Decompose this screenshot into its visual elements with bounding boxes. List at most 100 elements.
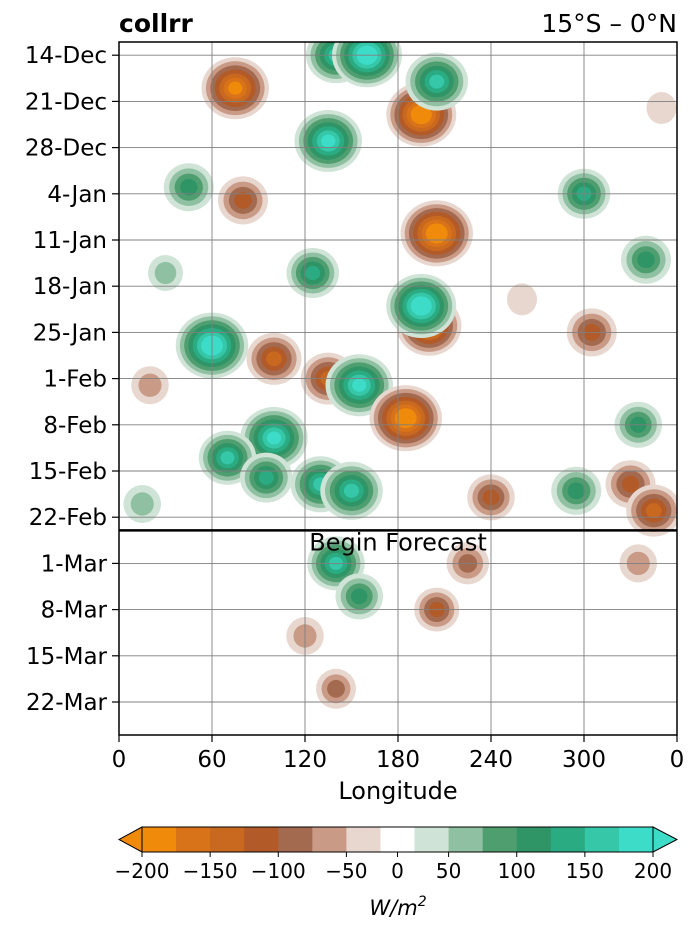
- colorbar-extend-high: [652, 826, 679, 853]
- anomaly-cell: [400, 200, 473, 267]
- colorbar-extend-low: [117, 826, 143, 853]
- x-axis-label: Longitude: [338, 777, 457, 805]
- y-tick-label: 8-Feb: [43, 413, 107, 439]
- contour-level: [645, 503, 662, 519]
- colorbar-segment: [414, 827, 450, 852]
- contour-level: [567, 482, 585, 500]
- colorbar-tick-label: 200: [634, 859, 672, 883]
- contour-level: [220, 451, 235, 465]
- colorbar-segment: [618, 827, 654, 852]
- contour-level: [414, 300, 428, 312]
- contour-level: [621, 475, 640, 493]
- colorbar-segment: [380, 827, 416, 852]
- anomaly-cell: [286, 248, 339, 298]
- forecast-annotation: Begin Forecast: [309, 528, 487, 556]
- y-tick-label: 28-Dec: [25, 136, 107, 162]
- contour-level: [350, 588, 368, 605]
- anomaly-cell: [123, 485, 161, 523]
- anomaly-cell: [369, 385, 442, 452]
- y-tick-label: 1-Mar: [41, 551, 108, 577]
- contour-level: [234, 192, 252, 209]
- y-tick-label: 15-Mar: [26, 644, 108, 670]
- contour-level: [637, 251, 655, 269]
- contour-level: [138, 373, 162, 397]
- y-tick-label: 15-Feb: [29, 459, 107, 485]
- anomaly-cell: [131, 366, 169, 405]
- contour-level: [352, 378, 367, 392]
- contour-level: [266, 431, 282, 445]
- colorbar-tick-label: −200: [115, 859, 170, 883]
- anomaly-cell: [621, 235, 671, 284]
- colorbar-segment: [312, 827, 347, 852]
- y-tick-label: 11-Jan: [33, 228, 107, 254]
- anomaly-cell: [316, 668, 356, 709]
- chart-subtitle: 15°S – 0°N: [541, 9, 677, 38]
- anomaly-cell: [646, 92, 677, 124]
- anomaly-cell: [246, 332, 302, 385]
- unit-exponent: 2: [418, 894, 427, 910]
- contour-level: [321, 134, 336, 148]
- contour-level: [343, 483, 360, 498]
- anomaly-cell: [551, 466, 602, 515]
- anomaly-cell: [507, 283, 537, 316]
- anomaly-cell: [148, 255, 183, 291]
- y-tick-label: 4-Jan: [47, 182, 107, 208]
- contour-level: [180, 178, 198, 196]
- chart-title: collrr: [119, 9, 193, 38]
- colorbar-tick-label: 0: [391, 859, 404, 883]
- contour-level: [266, 351, 282, 367]
- colorbar-tick-label: −150: [183, 859, 238, 883]
- anomaly-cell: [386, 274, 457, 338]
- anomaly-cell: [240, 452, 293, 503]
- anomaly-cell: [218, 176, 268, 225]
- anomaly-cell: [320, 461, 383, 520]
- colorbar-segment: [244, 827, 279, 852]
- colorbar-segment: [176, 827, 211, 852]
- colorbar-tick-label: 100: [498, 859, 536, 883]
- x-tick-label: 120: [283, 747, 327, 773]
- colorbar-unit-label: W/m2: [369, 894, 426, 920]
- x-tick-label: 180: [376, 747, 420, 773]
- anomaly-cell: [335, 573, 383, 620]
- anomaly-contours: [123, 42, 677, 709]
- x-tick-label: 240: [469, 747, 513, 773]
- contour-level: [228, 81, 243, 95]
- contour-level: [430, 227, 444, 240]
- y-axis-ticks: 14-Dec 21-Dec 28-Dec 4-Jan 11-Jan 18-Jan 25-Ja…: [25, 43, 119, 716]
- contour-level: [399, 412, 413, 425]
- x-tick-label: 0: [670, 747, 685, 773]
- contour-level: [258, 470, 274, 485]
- anomaly-cell: [405, 52, 468, 111]
- contour-level: [429, 74, 445, 89]
- y-tick-label: 18-Jan: [33, 274, 107, 300]
- colorbar-tick-label: −100: [251, 859, 306, 883]
- colorbar-segment: [448, 827, 484, 852]
- x-axis-ticks: 0 60 120 180 240 300 0: [112, 735, 685, 773]
- contour-level: [327, 679, 345, 698]
- y-tick-label: 22-Feb: [29, 505, 107, 531]
- colorbar-segment: [210, 827, 245, 852]
- colorbar-segment: [346, 827, 381, 852]
- colorbar: −200 −150 −100 −50 0 50 100 150 200: [115, 826, 679, 883]
- colorbar-segment: [142, 827, 177, 852]
- colorbar-tick-label: 150: [566, 859, 604, 883]
- y-tick-label: 14-Dec: [25, 43, 107, 69]
- anomaly-cell: [332, 42, 402, 88]
- colorbar-segment: [584, 827, 620, 852]
- contour-level: [507, 283, 537, 316]
- x-tick-label: 60: [197, 747, 226, 773]
- contour-level: [414, 108, 428, 121]
- contour-level: [305, 265, 321, 281]
- colorbar-tick-label: 50: [436, 859, 461, 883]
- colorbar-segment: [278, 827, 313, 852]
- colorbar-segment: [550, 827, 586, 852]
- y-tick-label: 22-Mar: [26, 690, 108, 716]
- x-tick-label: 300: [562, 747, 606, 773]
- colorbar-segment: [482, 827, 518, 852]
- anomaly-cell: [198, 430, 257, 485]
- anomaly-cell: [163, 163, 214, 212]
- y-tick-label: 25-Jan: [33, 320, 107, 346]
- anomaly-cell: [626, 484, 677, 537]
- anomaly-cell: [294, 110, 362, 172]
